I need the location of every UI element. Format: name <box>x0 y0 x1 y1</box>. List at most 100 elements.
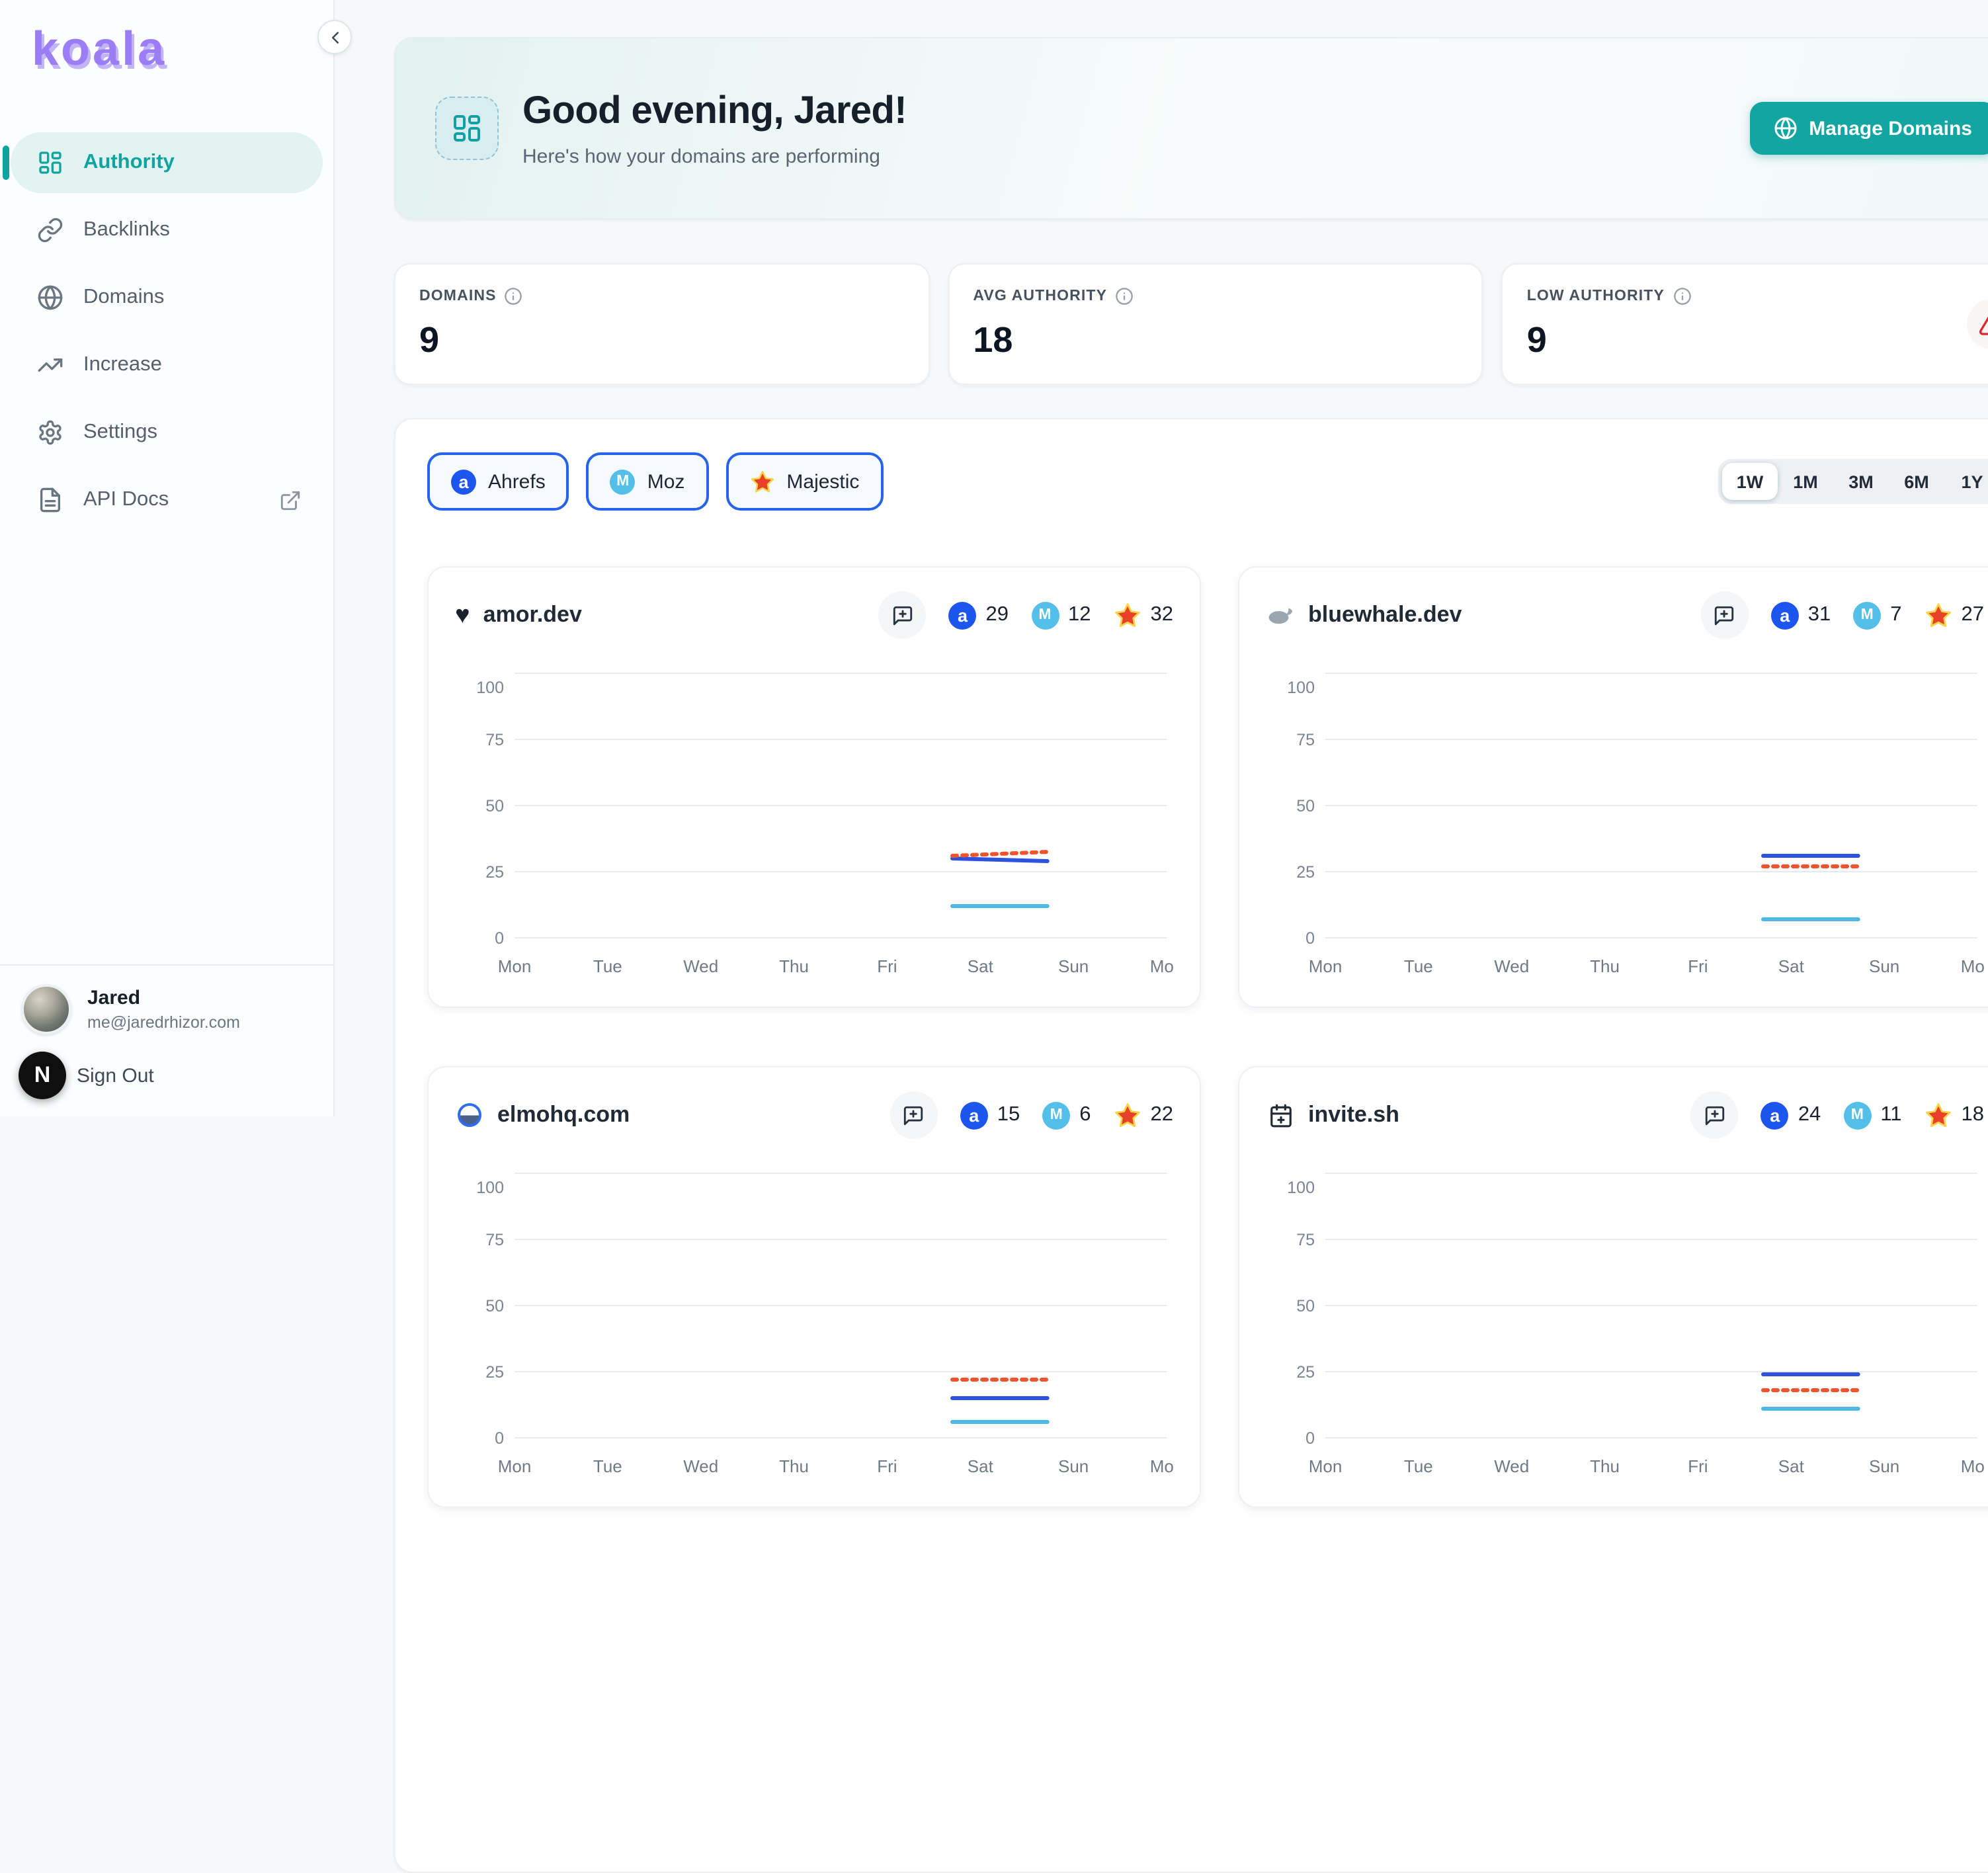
majestic-star-icon <box>1925 1101 1952 1129</box>
svg-text:100: 100 <box>1287 1179 1315 1197</box>
svg-text:Mon: Mon <box>498 1456 532 1476</box>
gear-icon <box>37 419 63 446</box>
svg-text:Wed: Wed <box>1494 1456 1529 1476</box>
svg-text:Wed: Wed <box>683 956 718 976</box>
add-note-button[interactable] <box>1690 1091 1739 1139</box>
add-note-button[interactable] <box>1700 591 1749 639</box>
authority-chart-amor-dev: 0 25 50 75 100 Mon Tue Wed Thu Fri Sat Sun Mon <box>476 673 1173 976</box>
moz-logo-icon: M <box>1031 601 1059 629</box>
svg-text:25: 25 <box>485 1363 504 1382</box>
filter-chip-majestic[interactable]: Majestic <box>725 452 884 511</box>
svg-text:50: 50 <box>1296 797 1315 815</box>
info-icon[interactable] <box>1673 287 1691 306</box>
sidebar-item-authority[interactable]: Authority <box>3 132 323 193</box>
filter-chip-moz[interactable]: M Moz <box>586 452 709 511</box>
svg-text:Sat: Sat <box>1778 956 1805 976</box>
domain-score-row: a 24 M 11 18 <box>1690 1091 1984 1139</box>
sidebar-item-backlinks[interactable]: Backlinks <box>11 200 323 261</box>
svg-text:75: 75 <box>1296 731 1315 749</box>
ahrefs-score-badge: a 29 <box>948 601 1009 629</box>
svg-text:Mon: Mon <box>498 956 532 976</box>
sidebar-item-increase[interactable]: Increase <box>11 335 323 395</box>
doc-icon <box>37 487 63 513</box>
ahrefs-logo-icon: a <box>960 1101 988 1129</box>
grid-icon <box>37 149 63 176</box>
svg-text:0: 0 <box>495 1429 504 1448</box>
heart-icon: ♥ <box>455 601 470 629</box>
svg-text:Fri: Fri <box>877 956 897 976</box>
range-1y[interactable]: 1Y <box>1944 463 1988 500</box>
range-6m[interactable]: 6M <box>1889 463 1944 500</box>
ahrefs-score-value: 24 <box>1798 1103 1821 1126</box>
domain-card-amor-dev: ♥ amor.dev a 29 M 12 32 0 25 50 75 100 Mon Tue Wed Thu F… <box>427 566 1201 1008</box>
authority-chart-invite-sh: 0 25 50 75 100 Mon Tue Wed Thu Fri Sat Sun Mon <box>1287 1173 1984 1476</box>
svg-text:Sun: Sun <box>1058 1456 1089 1476</box>
manage-domains-button[interactable]: Manage Domains <box>1749 102 1988 155</box>
majestic-star-icon <box>749 469 774 494</box>
info-icon[interactable] <box>1115 287 1134 306</box>
whale-icon <box>1266 601 1295 630</box>
filter-chip-ahrefs[interactable]: a Ahrefs <box>427 452 569 511</box>
domain-title: invite.sh <box>1266 1101 1399 1130</box>
stat-value: 9 <box>1526 320 1547 360</box>
filter-chip-label: Ahrefs <box>488 470 546 493</box>
svg-text:Thu: Thu <box>1590 956 1620 976</box>
svg-text:Mon: Mon <box>1961 1456 1984 1476</box>
svg-text:0: 0 <box>1305 929 1315 948</box>
koala-logo: koala <box>32 21 167 75</box>
svg-text:50: 50 <box>485 797 504 815</box>
majestic-score-badge: 32 <box>1114 601 1174 629</box>
add-note-button[interactable] <box>878 591 927 639</box>
svg-text:100: 100 <box>1287 679 1315 697</box>
domain-card-invite-sh: invite.sh a 24 M 11 18 0 25 50 75 100 Mon Tue Wed Thu F… <box>1238 1066 1988 1508</box>
info-icon[interactable] <box>505 287 523 306</box>
sidebar-item-label: Increase <box>83 353 162 376</box>
svg-text:Thu: Thu <box>779 1456 809 1476</box>
stat-value: 9 <box>419 320 440 360</box>
svg-text:Sun: Sun <box>1058 956 1089 976</box>
sidebar-item-api-docs[interactable]: API Docs <box>11 470 323 530</box>
moz-score-badge: M 11 <box>1843 1101 1902 1129</box>
stat-label: LOW AUTHORITY <box>1527 287 1988 306</box>
user-profile[interactable]: Jared me@jaredrhizor.com <box>21 984 312 1034</box>
moz-logo-icon: M <box>1042 1101 1071 1129</box>
chevron-left-icon <box>325 27 345 47</box>
sign-out-button[interactable]: Sign Out <box>77 1064 154 1087</box>
svg-text:Wed: Wed <box>1494 956 1529 976</box>
majestic-score-badge: 27 <box>1925 601 1985 629</box>
globe-icon <box>1773 116 1797 140</box>
majestic-score-value: 27 <box>1961 603 1985 626</box>
moz-score-value: 7 <box>1890 603 1902 626</box>
domain-card-elmohq-com: elmohq.com a 15 M 6 22 0 25 50 75 100 Mon Tue Wed Thu F… <box>427 1066 1201 1508</box>
svg-text:0: 0 <box>495 929 504 948</box>
authority-chart-bluewhale-dev: 0 25 50 75 100 Mon Tue Wed Thu Fri Sat Sun Mon <box>1287 673 1984 976</box>
ahrefs-score-value: 15 <box>997 1103 1020 1126</box>
sidebar-collapse-button[interactable] <box>317 20 352 54</box>
stat-value: 18 <box>973 320 1013 360</box>
majestic-score-value: 32 <box>1150 603 1174 626</box>
sign-out-row: N Sign Out <box>19 1050 312 1101</box>
range-1m[interactable]: 1M <box>1778 463 1833 500</box>
ahrefs-logo-icon: a <box>948 601 977 629</box>
moz-score-value: 6 <box>1079 1103 1091 1126</box>
range-3m[interactable]: 3M <box>1833 463 1889 500</box>
sidebar-item-label: Settings <box>83 421 158 443</box>
stat-card-domains: DOMAINS 9 <box>394 263 930 385</box>
domain-card-bluewhale-dev: bluewhale.dev a 31 M 7 27 0 25 50 75 100 Mon Tue Wed T… <box>1238 566 1988 1008</box>
trend-icon <box>37 352 63 378</box>
svg-text:25: 25 <box>1296 1363 1315 1382</box>
sidebar-item-domains[interactable]: Domains <box>11 267 323 328</box>
range-1w[interactable]: 1W <box>1722 463 1778 500</box>
majestic-score-badge: 22 <box>1114 1101 1173 1129</box>
nextjs-overlay-badge[interactable]: N <box>19 1052 66 1099</box>
avatar <box>21 984 71 1034</box>
page-title: Good evening, Jared! <box>522 89 907 132</box>
svg-text:Sun: Sun <box>1869 1456 1899 1476</box>
page-subtitle: Here's how your domains are performing <box>522 145 880 167</box>
ahrefs-score-value: 29 <box>985 603 1009 626</box>
add-note-button[interactable] <box>890 1091 938 1139</box>
sidebar-item-settings[interactable]: Settings <box>11 402 323 463</box>
time-range-control: 1W 1M 3M 6M 1Y <box>1718 459 1988 504</box>
sidebar-item-label: Domains <box>83 286 165 308</box>
